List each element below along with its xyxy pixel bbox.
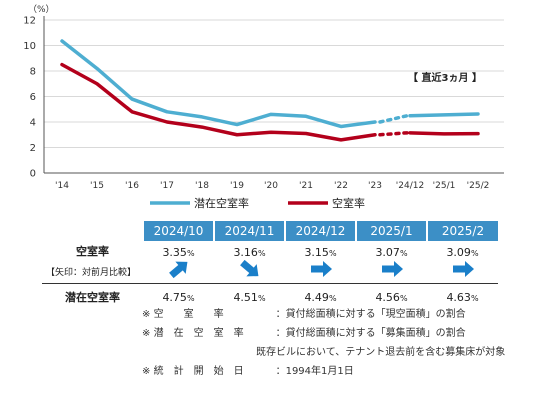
arrow-row: 【矢印：対前月比較】 <box>42 259 498 284</box>
latent-vacancy-row: 潜在空室率 4.75% 4.51% 4.49% 4.56% 4.63% <box>42 283 498 310</box>
x-tick-label: '20 <box>264 181 278 191</box>
trend-arrow-cell <box>427 259 498 284</box>
vacancy-value: 3.35% <box>162 246 195 259</box>
trend-arrow-icon <box>450 259 476 283</box>
trend-arrow-cell <box>143 259 214 284</box>
table-header-row: 2024/10 2024/11 2024/12 2025/1 2025/2 <box>42 221 498 241</box>
vacancy-row: 空室率 3.35% 3.16% 3.15% 3.07% 3.09% <box>42 241 498 259</box>
vacancy-value: 3.09% <box>446 246 479 259</box>
y-tick-label: 4 <box>30 118 36 129</box>
latent-vacancy-annual-line <box>60 39 377 129</box>
vacancy-annual-line <box>60 62 377 142</box>
y-unit-label: （%） <box>28 4 55 15</box>
table-corner <box>42 221 143 241</box>
trend-arrow-icon <box>308 259 334 283</box>
y-tick-label: 2 <box>30 143 36 154</box>
trend-arrow-cell <box>214 259 285 284</box>
y-tick-label: 8 <box>30 67 36 78</box>
footnotes: ※ 空 室 率：貸付総面積に対する「現空面積」の割合 ※ 潜 在 空 室 率：貸… <box>142 305 505 381</box>
latent-value: 4.56% <box>356 283 427 310</box>
x-tick-label: '15 <box>90 181 104 191</box>
x-tick-label: '17 <box>160 181 174 191</box>
month-header: 2024/11 <box>213 221 285 241</box>
month-header: 2025/2 <box>426 221 498 241</box>
vacancy-recent-line <box>408 131 480 136</box>
trend-arrow-cell <box>285 259 356 284</box>
latent-value: 4.49% <box>285 283 356 310</box>
x-tick-label: '19 <box>230 181 244 191</box>
footnote-start-date: ※ 統 計 開 始 日：1994年1月1日 <box>142 366 354 377</box>
vacancy-value: 3.07% <box>375 246 408 259</box>
x-tick-label: '25/1 <box>433 181 456 191</box>
vacancy-row-label: 空室率 <box>76 245 109 258</box>
arrow-row-note: 【矢印：対前月比較】 <box>46 267 137 278</box>
latent-value: 4.51% <box>214 283 285 310</box>
month-header: 2024/12 <box>284 221 356 241</box>
latent-vacancy-legend-label: 潜在空室率 <box>194 196 249 210</box>
x-tick-label: '22 <box>334 181 348 191</box>
x-tick-label: '16 <box>125 181 139 191</box>
trend-arrow-cell <box>356 259 427 284</box>
latent-vacancy-recent-line <box>408 112 480 118</box>
latent-value: 4.75% <box>143 283 214 310</box>
footnote-latent-vacancy: ※ 潜 在 空 室 率：貸付総面積に対する「募集面積」の割合 <box>142 328 466 339</box>
y-tick-label: 0 <box>30 169 36 180</box>
latent-value: 4.63% <box>427 283 498 310</box>
x-tick-label: '14 <box>55 181 69 191</box>
vacancy-value: 3.16% <box>233 246 266 259</box>
x-tick-label: '21 <box>299 181 313 191</box>
y-tick-label: 10 <box>23 41 36 52</box>
latent-vacancy-dotted-connector <box>378 114 409 124</box>
monthly-rate-table: 2024/10 2024/11 2024/12 2025/1 2025/2 空室… <box>42 221 498 310</box>
trend-arrow-icon <box>166 259 192 283</box>
month-header: 2024/10 <box>142 221 214 241</box>
x-tick-label: '25/2 <box>467 181 490 191</box>
x-tick-label: '23 <box>368 181 382 191</box>
footnote-latent-detail: 既存ビルにおいて、テナント退去前を含む募集床が対象 <box>256 347 506 358</box>
footnote-vacancy: ※ 空 室 率：貸付総面積に対する「現空面積」の割合 <box>142 309 466 320</box>
month-header: 2025/1 <box>355 221 427 241</box>
latent-row-label: 潜在空室率 <box>42 283 143 310</box>
trend-arrow-icon <box>379 259 405 283</box>
recent-months-annotation: 【 直近3ヵ月 】 <box>408 71 482 84</box>
vacancy-value: 3.15% <box>304 246 337 259</box>
y-tick-label: 6 <box>30 92 36 103</box>
vacancy-rate-line-chart: （%） 0 2 4 6 8 10 12 '14 '15 '16 '17 '18 '19 '20 '21 '22 '… <box>23 4 504 210</box>
trend-arrow-icon <box>237 259 263 283</box>
y-tick-label: 12 <box>23 16 36 27</box>
vacancy-dotted-connector <box>378 131 409 137</box>
x-tick-label: '24/12 <box>396 181 424 191</box>
vacancy-legend-label: 空室率 <box>332 196 365 210</box>
x-tick-label: '18 <box>195 181 209 191</box>
